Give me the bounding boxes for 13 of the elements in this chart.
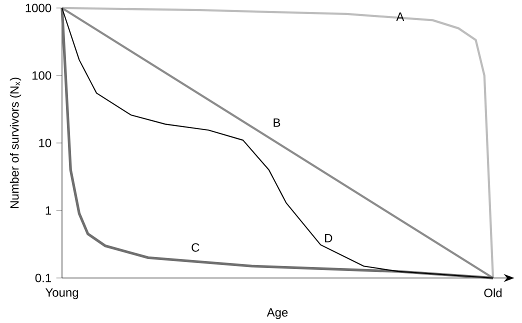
series-label: C [192, 243, 200, 252]
y-axis-title: Number of survivors (N$_{x}$) [10, 78, 22, 208]
y-tick-label: 100 [32, 71, 52, 80]
series-label: D [325, 234, 332, 242]
y-tick-label: 1 [46, 206, 52, 215]
series-label: B [274, 118, 280, 127]
x-axis-title: Age [266, 308, 288, 320]
x-tick-label: Young [45, 288, 78, 300]
y-tick-label: 1000 [26, 4, 52, 12]
y-tick-label: 0.1 [35, 274, 52, 282]
y-tick-label: 10 [39, 138, 52, 148]
x-tick-label: Old [484, 288, 502, 298]
series-label: A [396, 12, 404, 21]
